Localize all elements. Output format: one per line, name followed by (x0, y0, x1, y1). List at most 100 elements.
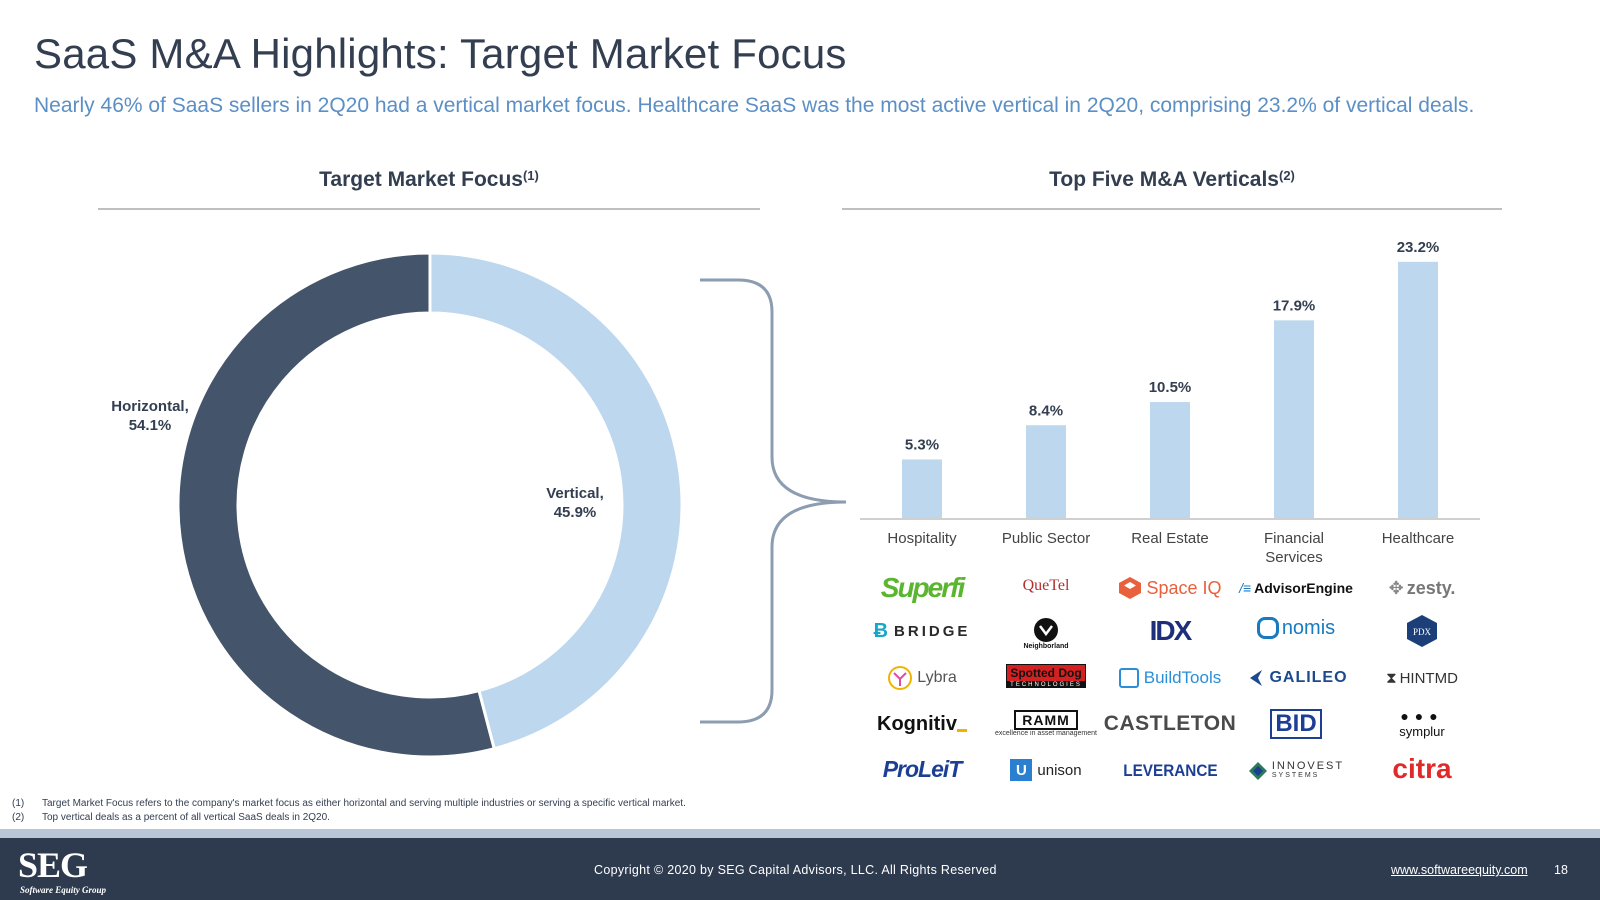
footer-accent-band (0, 829, 1600, 838)
zesty-text: zesty. (1406, 577, 1456, 598)
logo-neighborland: Neighborland (986, 613, 1106, 653)
vertical-value: 45.9% (553, 504, 597, 521)
hourglass-icon: ⧗ (1386, 669, 1397, 687)
logo-bid: BID (1236, 709, 1356, 739)
logo-bridge: Ƀ BRIDGE (862, 616, 982, 646)
page-subtitle: Nearly 46% of SaaS sellers in 2Q20 had a… (34, 94, 1475, 117)
kognitiv-text: Kognitiv (877, 712, 957, 735)
logo-buildtools: BuildTools (1110, 663, 1230, 693)
donut-title-footnote: (1) (522, 168, 539, 183)
logo-unison: U unison (986, 755, 1106, 785)
ramm-subtext: excellence in asset management (995, 729, 1097, 737)
spaceiq-text: Space IQ (1146, 577, 1222, 598)
logo-castleton: CASTLETON (1104, 709, 1236, 739)
logo-kognitiv: Kognitiv (862, 709, 982, 739)
logo-hintmd: ⧗ HINTMD (1362, 663, 1482, 693)
bar-title-footnote: (2) (1279, 168, 1295, 183)
neighborland-text: Neighborland (1023, 642, 1069, 650)
symplur-icon: ●●● (1400, 707, 1444, 724)
logo-galileo: GALILEO (1236, 663, 1356, 693)
bar-value-label: 17.9% (1273, 297, 1316, 314)
logo-superfi: Superfi (862, 572, 982, 603)
footnote-2: (2) Top vertical deals as a percent of a… (12, 811, 686, 825)
logo-ramm: RAMM excellence in asset management (986, 705, 1106, 741)
logo-advisorengine: /≡ AdvisorEngine (1236, 573, 1356, 603)
footnote-1: (1) Target Market Focus refers to the co… (12, 797, 686, 811)
quetel-text: QueTel (1022, 577, 1070, 594)
donut-chart-title: Target Market Focus(1) (98, 168, 760, 192)
galileo-icon (1250, 670, 1263, 686)
donut-slice-horizontal (176, 251, 497, 759)
logo-innovest: INNOVEST SYSTEMS (1236, 756, 1356, 786)
bid-text: BID (1270, 709, 1322, 739)
superfi-text: Superfi (880, 572, 965, 603)
page-number: 18 (1554, 863, 1568, 877)
logo-quetel: QueTel (986, 571, 1106, 601)
bar-real-estate (1150, 402, 1190, 518)
footnote-1-text: Target Market Focus refers to the compan… (42, 798, 686, 809)
page-title: SaaS M&A Highlights: Target Market Focus (34, 30, 847, 77)
category-label: Public Sector (1002, 530, 1090, 547)
bar-financial-services (1274, 320, 1314, 518)
logo-pdx: PDX (1362, 615, 1482, 647)
bar-value-label: 8.4% (1029, 402, 1063, 419)
unison-text: unison (1037, 761, 1082, 779)
lybra-icon (888, 666, 913, 690)
bridge-text: BRIDGE (894, 622, 971, 640)
horizontal-value: 54.1% (128, 417, 172, 434)
donut-slice-vertical (428, 251, 684, 751)
bar-value-label: 23.2% (1397, 239, 1440, 256)
pdx-text: PDX (1413, 627, 1432, 637)
donut-chart (176, 251, 684, 759)
castleton-text: CASTLETON (1103, 712, 1237, 735)
donut-label-horizontal: Horizontal, 54.1% (95, 397, 205, 435)
category-label: Financial Services (1264, 530, 1324, 566)
leverance-text: LEVERANCE (1122, 761, 1218, 780)
idx-text: IDX (1149, 615, 1193, 646)
zesty-icon: ✥ (1388, 577, 1404, 598)
donut-title-text: Target Market Focus (319, 168, 523, 191)
innovest-subtext: SYSTEMS (1271, 772, 1320, 779)
nomis-text: nomis (1281, 616, 1336, 639)
copyright-text: Copyright © 2020 by SEG Capital Advisors… (594, 863, 997, 877)
buildtools-icon (1118, 668, 1139, 688)
unison-icon: U (1010, 759, 1033, 781)
innovest-text: INNOVEST (1271, 760, 1345, 772)
innovest-icon (1248, 762, 1267, 780)
bar-hospitality (902, 459, 942, 518)
spaceiq-icon (1119, 577, 1142, 599)
footnotes: (1) Target Market Focus refers to the co… (12, 797, 686, 825)
logo-proleit: ProLeiT (862, 754, 982, 784)
seg-logo-subtitle: Software Equity Group (20, 885, 107, 895)
bar-value-label: 5.3% (905, 436, 939, 453)
category-label: Healthcare (1382, 530, 1455, 547)
footnote-1-number: (1) (12, 798, 25, 809)
bar-public-sector (1026, 425, 1066, 518)
kognitiv-underscore (957, 728, 967, 732)
category-label: Real Estate (1131, 530, 1209, 547)
citra-text: citra (1392, 753, 1452, 784)
bar-value-label: 10.5% (1149, 379, 1192, 396)
logo-idx: IDX (1110, 615, 1230, 646)
innovest-wordmark: INNOVEST SYSTEMS (1272, 761, 1344, 781)
bar-title-text: Top Five M&A Verticals (1049, 168, 1279, 191)
donut-label-vertical: Vertical, 45.9% (520, 484, 630, 522)
bar-healthcare (1398, 261, 1438, 518)
footer: SEG Software Equity Group Copyright © 20… (0, 838, 1600, 900)
advisorengine-text: AdvisorEngine (1254, 580, 1353, 596)
bridge-icon: Ƀ (873, 619, 889, 642)
bar-title-rule (842, 208, 1502, 210)
galileo-text: GALILEO (1269, 669, 1348, 686)
spotted-dog-subtext: TECHNOLOGIES (1006, 682, 1086, 688)
logo-lybra: Lybra (862, 663, 982, 693)
spotted-dog-text: Spotted Dog (1006, 664, 1086, 682)
bar-chart-title: Top Five M&A Verticals(2) (842, 168, 1502, 192)
horizontal-label: Horizontal, (111, 398, 189, 415)
seg-logo: SEG (18, 845, 88, 885)
website-link[interactable]: www.softwareequity.com (1391, 863, 1528, 877)
bar-chart: 5.3% Hospitality 8.4% Public Sector 10.5% Rea… (860, 239, 1480, 566)
buildtools-text: BuildTools (1143, 668, 1222, 687)
neighborland-icon (1034, 617, 1058, 642)
logo-spaceiq: Space IQ (1110, 573, 1230, 603)
logo-symplur: ●●● symplur (1362, 703, 1482, 743)
